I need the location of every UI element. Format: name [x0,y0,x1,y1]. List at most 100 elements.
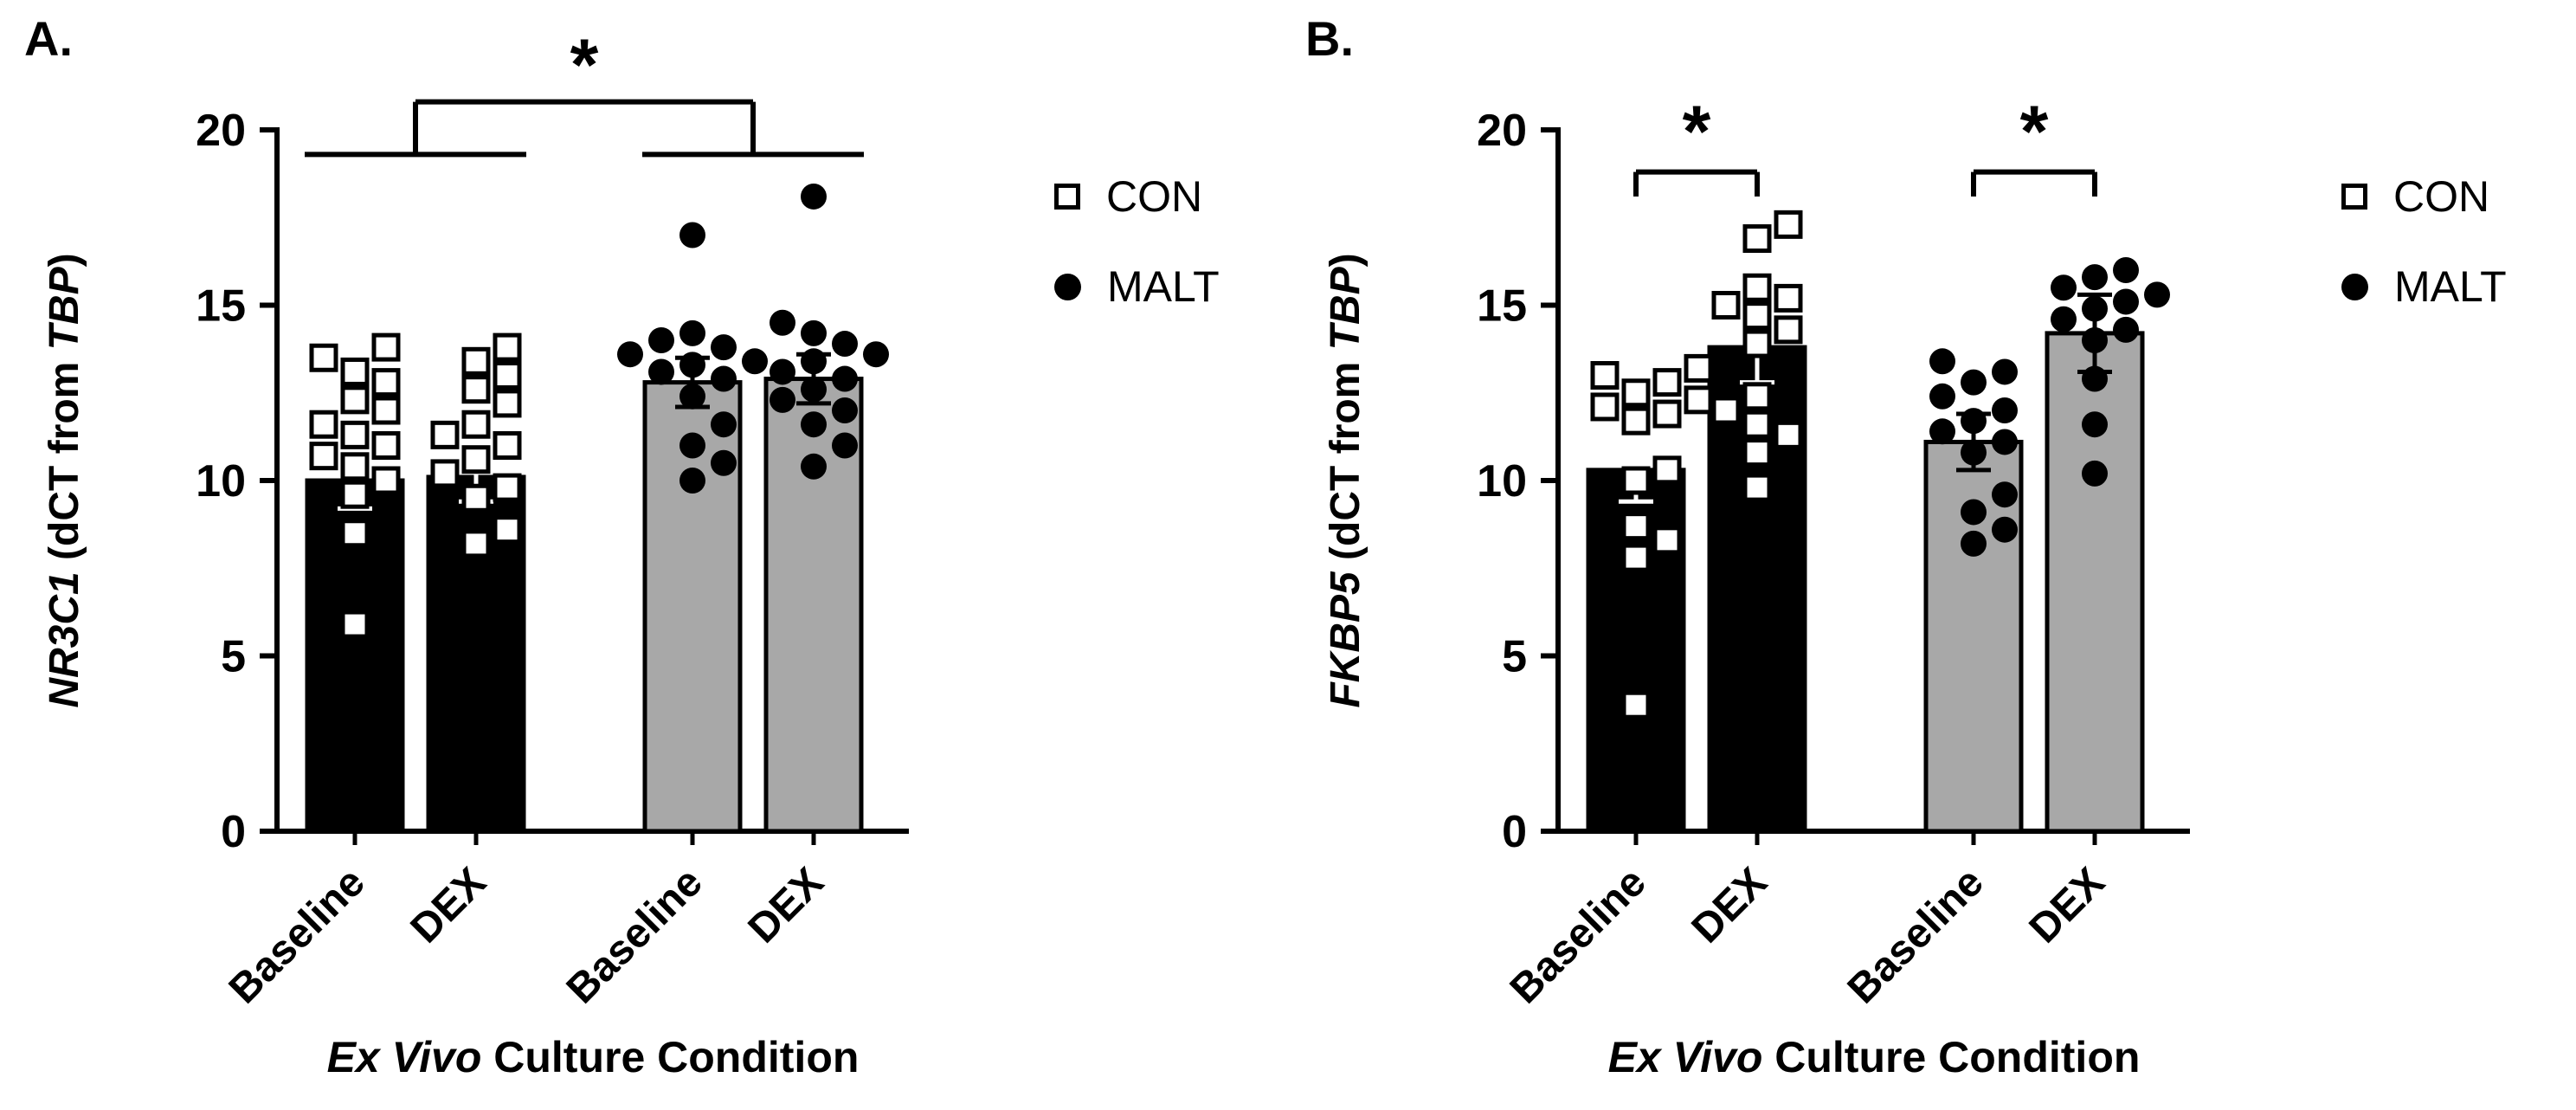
y-tick-label: 0 [1502,807,1527,857]
data-point-circle [801,183,827,210]
data-point-square [1621,543,1651,572]
data-point-square [340,357,370,386]
data-point-square [1742,273,1772,302]
data-point-square [1742,410,1772,439]
filled-circle-icon [2341,273,2368,300]
data-point-square [1742,382,1772,411]
data-point-square [340,452,370,481]
data-point-circle [1961,499,1987,526]
panel-a: A. 0 5 10 15 20 NR3C1 (dCT from TBP) Baseline D… [17,0,1021,1110]
data-point-circle [801,376,827,403]
data-point-square [340,480,370,509]
legend-label: CON [2393,172,2490,221]
data-point-square [461,529,491,558]
data-point-circle [801,411,827,438]
y-axis-label: FKBP5 (dCT from TBP) [1323,253,1368,707]
data-point-square [1621,378,1651,408]
data-point-circle [2113,257,2139,283]
data-point-circle [1961,408,1987,435]
x-axis-label: Ex Vivo Culture Condition [1608,1033,2141,1081]
data-point-circle [1992,358,2018,385]
data-point-circle [679,432,705,459]
data-point-circle [711,411,737,438]
data-point-square [1621,406,1651,436]
data-point-square [371,368,401,397]
data-point-circle [1992,397,2018,423]
data-point-circle [801,348,827,375]
data-point-circle [770,358,795,385]
data-point-circle [1992,429,2018,455]
data-point-square [493,332,522,362]
x-tick-label: DEX [740,859,833,952]
data-point-square [1742,224,1772,254]
legend-label: MALT [1107,262,1220,311]
y-tick-label: 0 [221,807,246,857]
data-point-square [340,610,370,639]
data-point-circle [1992,516,2018,543]
data-point-square [461,483,491,513]
data-point-square [1774,315,1803,345]
data-point-square [1652,526,1682,555]
data-point-square [340,519,370,548]
data-point-square [1621,512,1651,541]
x-tick-label: Baseline [221,859,374,1012]
data-point-square [1590,361,1620,390]
y-tick-label: 10 [196,456,246,507]
data-point-circle [2082,295,2108,322]
data-point-square [340,420,370,449]
data-point-circle [679,383,705,410]
data-point-circle [742,348,768,375]
legend-item-con: CON [1054,171,1220,222]
data-point-circle [2082,264,2108,291]
data-point-square [493,473,522,502]
data-point-square [430,459,460,488]
panel-b-label: B. [1305,11,1354,66]
panel-b-legend: CON MALT [2341,171,2507,312]
data-point-square [1742,301,1772,331]
data-point-circle [832,365,858,392]
x-tick-label: DEX [1684,859,1776,952]
data-point-square [1621,690,1651,720]
x-tick-label: Baseline [558,859,712,1012]
significance-star: * [570,24,599,106]
data-point-square [1652,368,1682,397]
legend-item-malt: MALT [1054,261,1220,312]
data-point-circle [770,386,795,413]
panel-a-legend: CON MALT [1054,171,1220,312]
data-point-square [1684,353,1713,383]
data-point-square [371,431,401,460]
data-point-square [309,343,338,372]
data-point-circle [863,341,889,368]
data-point-circle [711,449,737,476]
data-point-circle [801,319,827,346]
bar-malt-dex [2045,331,2145,834]
data-point-square [1742,329,1772,358]
panel-a-chart: 0 5 10 15 20 NR3C1 (dCT from TBP) Baseline DEX B… [42,24,909,1081]
data-point-square [371,396,401,425]
data-point-square [461,445,491,474]
data-point-square [461,346,491,376]
data-point-circle [832,432,858,459]
panel-b-chart: 0 5 10 15 20 FKBP5 (dCT from TBP) Baseline DEX B… [1323,91,2190,1081]
data-point-circle [648,358,674,385]
data-point-circle [679,319,705,346]
filled-circle-icon [1054,273,1081,300]
significance-star: * [1683,91,1711,172]
data-point-circle [711,334,737,361]
data-point-square [1711,291,1741,319]
data-point-circle [2113,316,2139,343]
data-point-square [1774,283,1803,313]
data-point-square [309,442,338,471]
data-point-circle [1929,383,1955,410]
panel-a-label: A. [24,11,73,66]
x-tick-label: DEX [2021,859,2114,952]
y-tick-label: 15 [1477,281,1527,332]
legend-item-con: CON [2341,171,2507,222]
data-point-circle [2144,281,2170,308]
data-point-square [493,431,522,460]
data-point-square [493,389,522,418]
data-point-circle [1961,369,1987,396]
data-point-circle [770,309,795,336]
data-point-circle [2082,327,2108,353]
